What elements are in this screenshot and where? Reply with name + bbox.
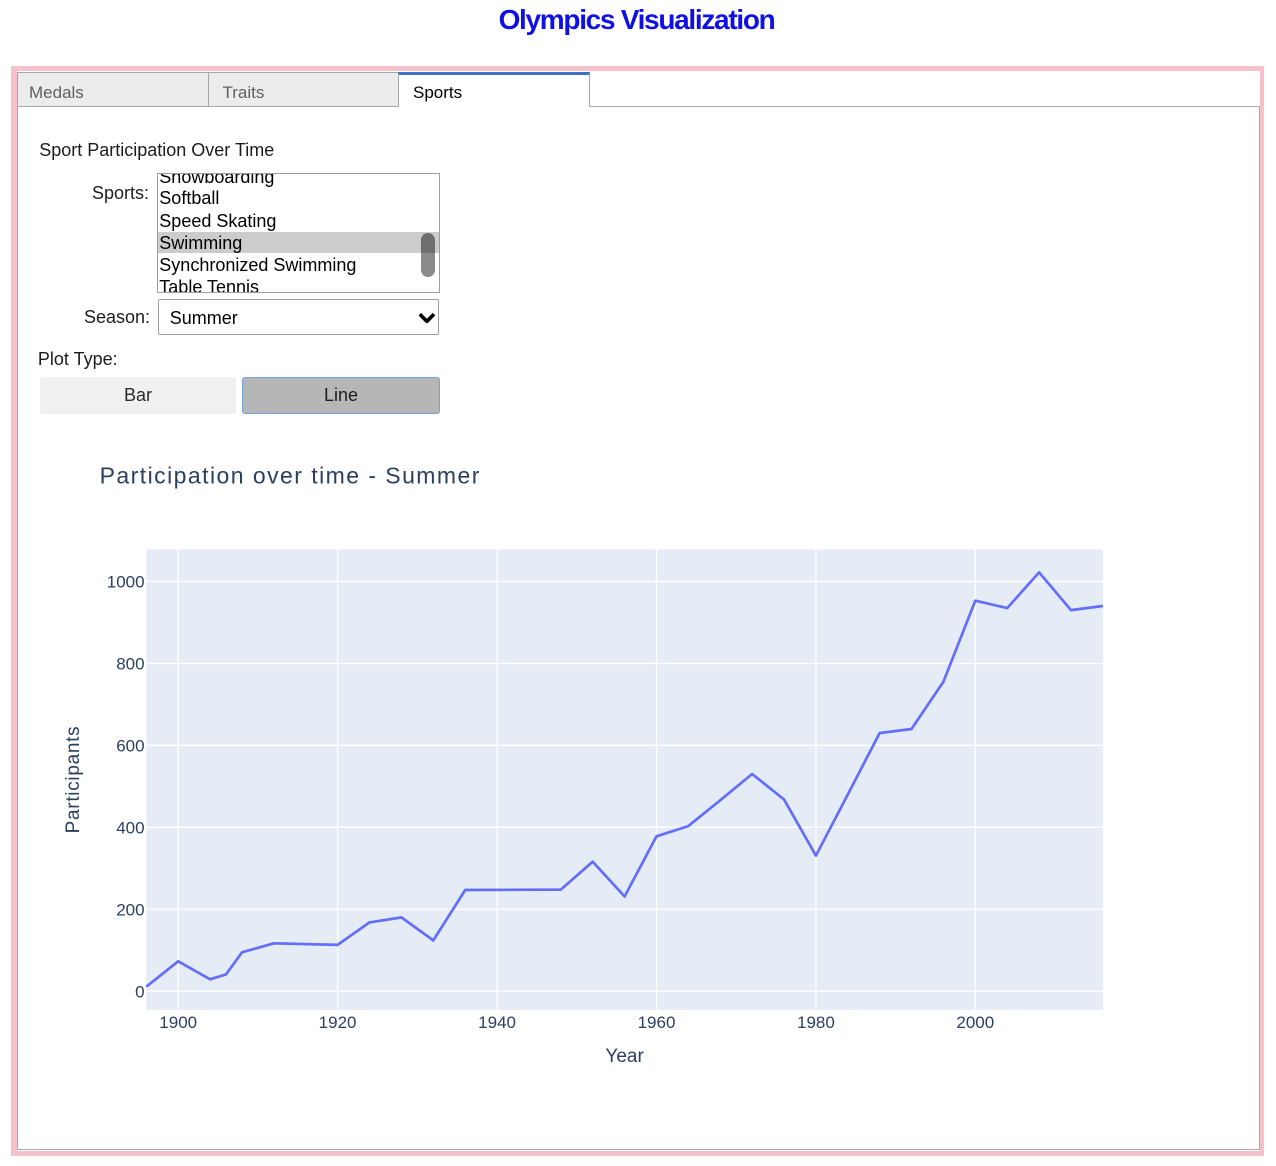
svg-text:1000: 1000 <box>107 573 145 592</box>
svg-text:400: 400 <box>116 819 144 838</box>
svg-text:1920: 1920 <box>319 1013 357 1032</box>
svg-text:1940: 1940 <box>478 1013 516 1032</box>
svg-text:200: 200 <box>116 900 144 919</box>
svg-text:Participants: Participants <box>63 726 84 834</box>
svg-text:Year: Year <box>605 1046 644 1067</box>
svg-text:800: 800 <box>116 655 144 674</box>
svg-text:1960: 1960 <box>638 1013 676 1032</box>
svg-text:2000: 2000 <box>956 1013 994 1032</box>
svg-text:1900: 1900 <box>159 1013 197 1032</box>
svg-text:600: 600 <box>116 737 144 756</box>
svg-text:0: 0 <box>135 982 144 1001</box>
svg-text:Participation over time - Summ: Participation over time - Summer <box>100 462 481 488</box>
svg-text:1980: 1980 <box>797 1013 835 1032</box>
